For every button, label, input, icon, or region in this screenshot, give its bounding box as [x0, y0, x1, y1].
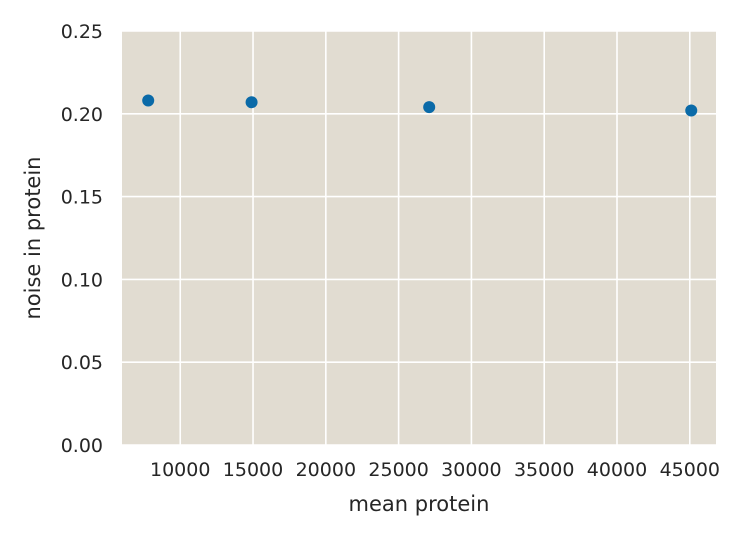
data-point — [245, 96, 258, 109]
x-tick-label: 15000 — [223, 459, 283, 481]
data-point — [142, 94, 155, 107]
x-tick-label: 45000 — [660, 459, 720, 481]
y-axis-ticks: 0.00 0.05 0.10 0.15 0.20 0.25 — [61, 21, 103, 457]
y-axis-label: noise in protein — [21, 157, 45, 320]
data-point — [423, 101, 436, 114]
data-point — [685, 104, 698, 117]
x-tick-label: 30000 — [441, 459, 501, 481]
grid-lines — [122, 30, 716, 446]
x-tick-label: 25000 — [368, 459, 428, 481]
x-axis-ticks: 10000 15000 20000 25000 30000 35000 40000 45000 — [150, 459, 720, 481]
x-tick-label: 40000 — [587, 459, 647, 481]
x-axis-label: mean protein — [349, 492, 490, 516]
y-tick-label: 0.25 — [61, 21, 103, 43]
data-points — [142, 94, 698, 117]
y-tick-label: 0.10 — [61, 269, 103, 291]
y-tick-label: 0.05 — [61, 352, 103, 374]
x-tick-label: 35000 — [514, 459, 574, 481]
x-tick-label: 10000 — [150, 459, 210, 481]
y-tick-label: 0.15 — [61, 187, 103, 209]
x-tick-label: 20000 — [296, 459, 356, 481]
y-tick-label: 0.20 — [61, 104, 103, 126]
plot-background — [122, 31, 716, 445]
y-tick-label: 0.00 — [61, 435, 103, 457]
